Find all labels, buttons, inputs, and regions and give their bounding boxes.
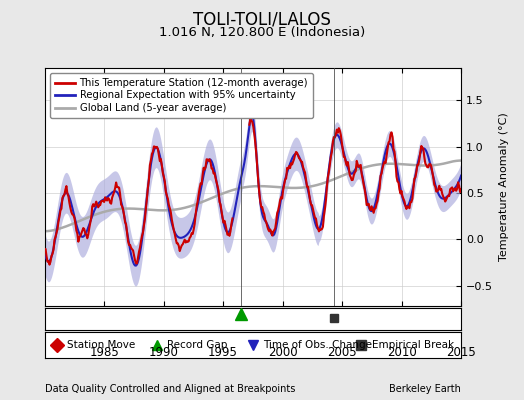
Text: 2005: 2005: [328, 346, 357, 359]
Text: TOLI-TOLI/LALOS: TOLI-TOLI/LALOS: [193, 10, 331, 28]
Y-axis label: Temperature Anomaly (°C): Temperature Anomaly (°C): [498, 113, 508, 261]
Text: Record Gap: Record Gap: [168, 340, 228, 350]
Text: 1995: 1995: [208, 346, 238, 359]
Text: 2015: 2015: [446, 346, 476, 359]
Text: Station Move: Station Move: [68, 340, 136, 350]
Text: Data Quality Controlled and Aligned at Breakpoints: Data Quality Controlled and Aligned at B…: [45, 384, 295, 394]
Text: Berkeley Earth: Berkeley Earth: [389, 384, 461, 394]
Text: Time of Obs. Change: Time of Obs. Change: [263, 340, 372, 350]
Text: 1990: 1990: [149, 346, 179, 359]
Text: 2010: 2010: [387, 346, 417, 359]
Legend: This Temperature Station (12-month average), Regional Expectation with 95% uncer: This Temperature Station (12-month avera…: [50, 73, 313, 118]
Text: 1985: 1985: [89, 346, 119, 359]
Text: 1.016 N, 120.800 E (Indonesia): 1.016 N, 120.800 E (Indonesia): [159, 26, 365, 39]
Text: 2000: 2000: [268, 346, 298, 359]
Text: Empirical Break: Empirical Break: [372, 340, 454, 350]
